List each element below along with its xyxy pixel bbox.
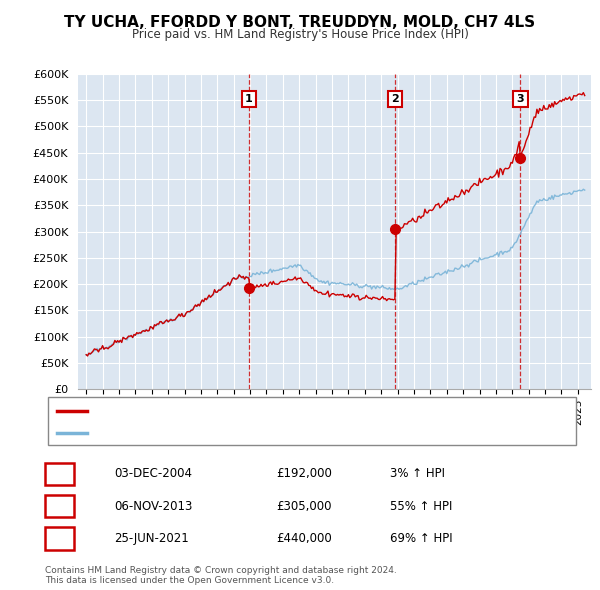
Text: 55% ↑ HPI: 55% ↑ HPI [390, 500, 452, 513]
Text: 3: 3 [55, 532, 64, 545]
Text: Price paid vs. HM Land Registry's House Price Index (HPI): Price paid vs. HM Land Registry's House … [131, 28, 469, 41]
Text: £192,000: £192,000 [276, 467, 332, 480]
Text: 1: 1 [55, 467, 64, 480]
Text: 1: 1 [245, 94, 253, 104]
Text: HPI: Average price, detached house, Flintshire: HPI: Average price, detached house, Flin… [93, 428, 334, 438]
Text: 69% ↑ HPI: 69% ↑ HPI [390, 532, 452, 545]
Text: TY UCHA, FFORDD Y BONT, TREUDDYN, MOLD, CH7 4LS: TY UCHA, FFORDD Y BONT, TREUDDYN, MOLD, … [64, 15, 536, 30]
Text: 25-JUN-2021: 25-JUN-2021 [114, 532, 189, 545]
Text: 3% ↑ HPI: 3% ↑ HPI [390, 467, 445, 480]
Text: £305,000: £305,000 [276, 500, 331, 513]
Text: 2: 2 [55, 500, 64, 513]
Text: 06-NOV-2013: 06-NOV-2013 [114, 500, 193, 513]
Text: 2: 2 [391, 94, 399, 104]
Text: £440,000: £440,000 [276, 532, 332, 545]
Text: 3: 3 [517, 94, 524, 104]
Text: Contains HM Land Registry data © Crown copyright and database right 2024.
This d: Contains HM Land Registry data © Crown c… [45, 566, 397, 585]
Text: TY UCHA, FFORDD Y BONT, TREUDDYN, MOLD, CH7 4LS (detached house): TY UCHA, FFORDD Y BONT, TREUDDYN, MOLD, … [93, 405, 476, 415]
Text: 03-DEC-2004: 03-DEC-2004 [114, 467, 192, 480]
